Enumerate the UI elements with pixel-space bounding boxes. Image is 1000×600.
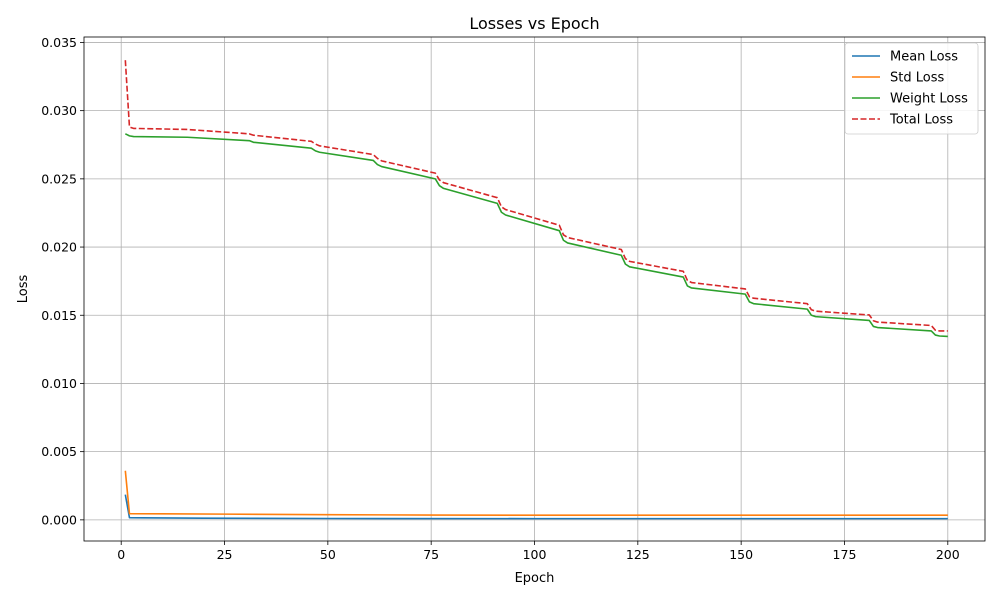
legend-label: Mean Loss	[890, 50, 958, 65]
series-lines	[124, 60, 948, 520]
y-tick-label: 0.015	[41, 308, 77, 323]
legend-label: Std Loss	[890, 71, 944, 86]
x-tick-label: 75	[423, 547, 439, 562]
x-tick-label: 150	[729, 547, 753, 562]
y-tick-label: 0.020	[41, 240, 77, 255]
x-tick-label: 175	[833, 547, 857, 562]
chart-title: Losses vs Epoch	[469, 14, 599, 33]
y-axis-ticks: 0.000 0.005 0.010 0.015 0.020 0.025 0.030 0.035	[41, 35, 84, 527]
x-axis-ticks: 0 25 50 75 100 125 150 175 200	[117, 541, 960, 562]
x-tick-label: 25	[217, 547, 233, 562]
series-line-mean-loss	[124, 494, 948, 520]
x-tick-label: 200	[936, 547, 960, 562]
y-tick-label: 0.000	[41, 512, 77, 527]
x-axis-label: Epoch	[515, 571, 555, 586]
y-axis-label: Loss	[16, 275, 31, 304]
y-tick-label: 0.005	[41, 444, 77, 459]
y-tick-label: 0.025	[41, 171, 77, 186]
x-tick-label: 125	[626, 547, 650, 562]
legend: Mean Loss Std Loss Weight Loss Total Loss	[844, 42, 979, 135]
legend-label: Total Loss	[889, 113, 953, 128]
y-tick-label: 0.030	[41, 103, 77, 118]
y-tick-label: 0.010	[41, 376, 77, 391]
x-tick-label: 100	[523, 547, 547, 562]
x-tick-label: 0	[117, 547, 125, 562]
legend-label: Weight Loss	[890, 92, 968, 107]
x-tick-label: 50	[320, 547, 336, 562]
series-line-weight-loss	[124, 133, 948, 338]
y-tick-label: 0.035	[41, 35, 77, 50]
legend-box	[844, 42, 979, 135]
series-line-std-loss	[124, 470, 948, 517]
series-line-total-loss	[124, 60, 948, 332]
